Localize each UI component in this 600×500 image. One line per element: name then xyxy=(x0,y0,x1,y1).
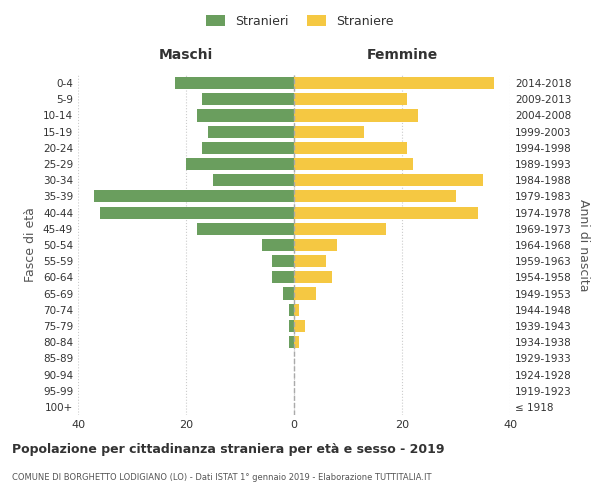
Bar xyxy=(262,239,294,251)
Bar xyxy=(294,110,418,122)
Bar xyxy=(294,304,299,316)
Text: Popolazione per cittadinanza straniera per età e sesso - 2019: Popolazione per cittadinanza straniera p… xyxy=(12,442,445,456)
Bar xyxy=(294,206,478,218)
Bar xyxy=(294,222,386,235)
Bar xyxy=(289,304,294,316)
Bar xyxy=(100,206,294,218)
Bar xyxy=(272,255,294,268)
Y-axis label: Anni di nascita: Anni di nascita xyxy=(577,198,590,291)
Text: Femmine: Femmine xyxy=(367,48,437,62)
Bar xyxy=(289,336,294,348)
Bar xyxy=(283,288,294,300)
Text: COMUNE DI BORGHETTO LODIGIANO (LO) - Dati ISTAT 1° gennaio 2019 - Elaborazione T: COMUNE DI BORGHETTO LODIGIANO (LO) - Dat… xyxy=(12,472,431,482)
Bar xyxy=(202,93,294,106)
Bar xyxy=(294,77,494,89)
Bar xyxy=(289,320,294,332)
Bar xyxy=(294,142,407,154)
Bar xyxy=(294,288,316,300)
Y-axis label: Fasce di età: Fasce di età xyxy=(25,208,37,282)
Bar xyxy=(272,272,294,283)
Legend: Stranieri, Straniere: Stranieri, Straniere xyxy=(203,11,397,32)
Bar xyxy=(294,158,413,170)
Bar xyxy=(213,174,294,186)
Bar xyxy=(197,222,294,235)
Bar xyxy=(186,158,294,170)
Bar xyxy=(294,255,326,268)
Bar xyxy=(294,272,332,283)
Bar xyxy=(294,174,483,186)
Bar xyxy=(294,320,305,332)
Bar xyxy=(294,126,364,138)
Bar xyxy=(294,239,337,251)
Bar xyxy=(294,190,456,202)
Bar xyxy=(294,93,407,106)
Bar xyxy=(202,142,294,154)
Bar xyxy=(94,190,294,202)
Text: Maschi: Maschi xyxy=(159,48,213,62)
Bar xyxy=(208,126,294,138)
Bar xyxy=(294,336,299,348)
Bar xyxy=(175,77,294,89)
Bar xyxy=(197,110,294,122)
